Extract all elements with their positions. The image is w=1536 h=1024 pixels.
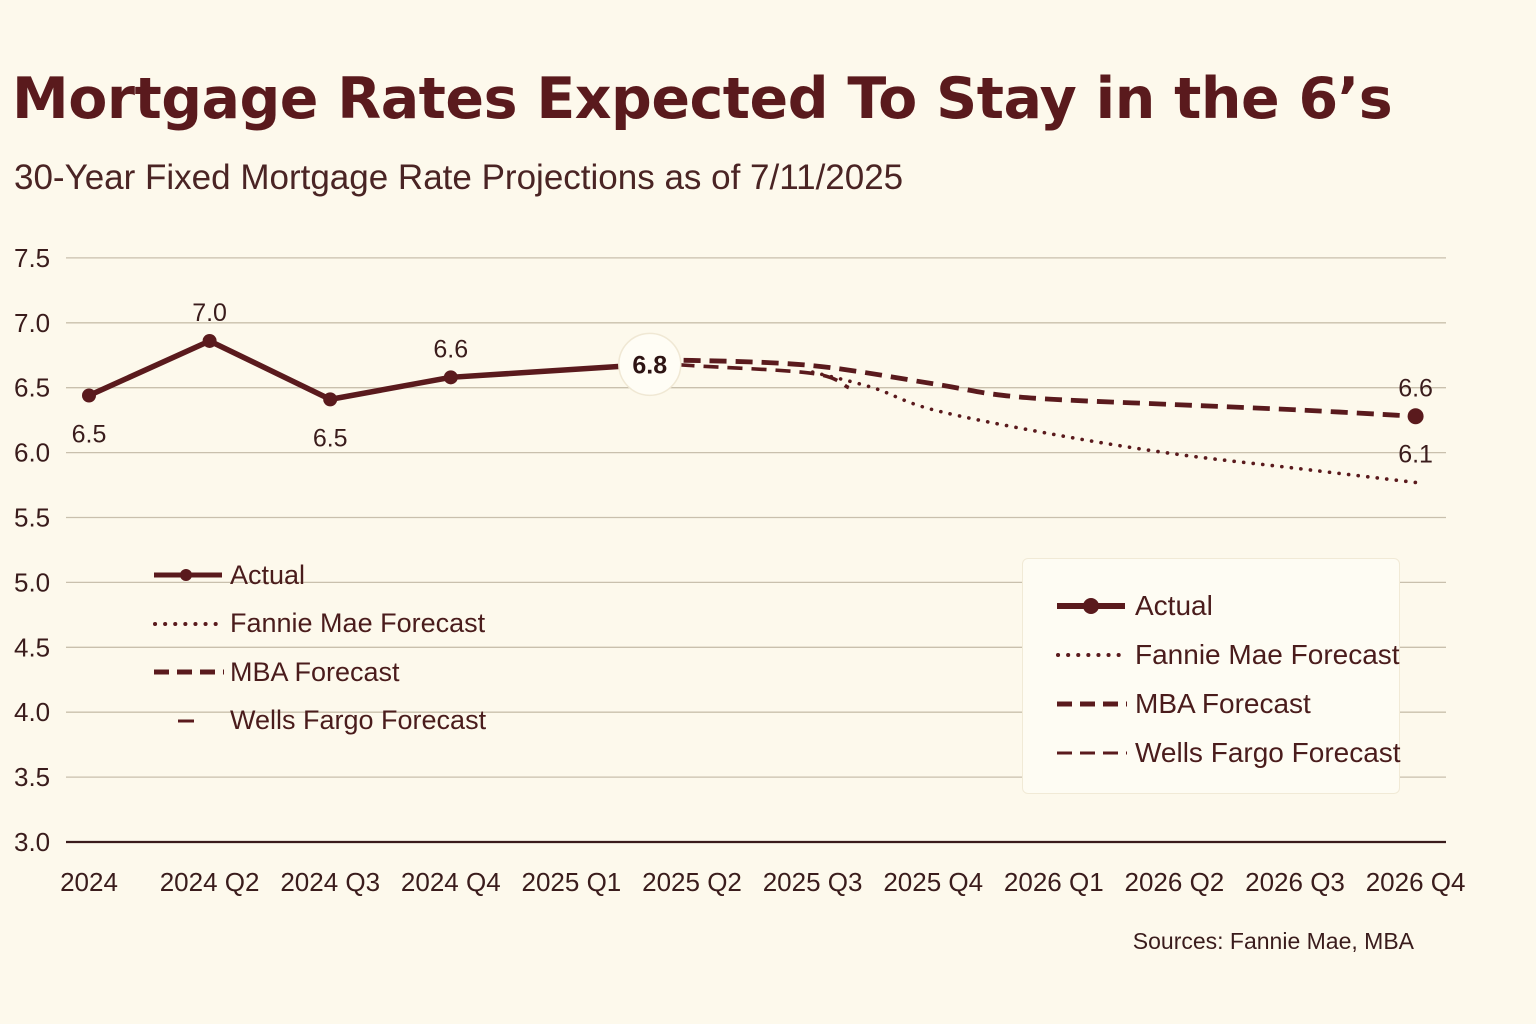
legend-item-wells-fargo: Wells Fargo Forecast	[1055, 728, 1401, 777]
legend-swatch-fannie-mae	[152, 614, 230, 634]
y-tick-label: 7.0	[14, 308, 50, 338]
data-point-actual	[202, 333, 217, 348]
x-tick-label: 2024 Q2	[160, 867, 260, 897]
legend-label-actual: Actual	[230, 559, 306, 590]
legend-label-fannie-mae: Fannie Mae Forecast	[230, 608, 486, 639]
y-tick-label: 7.5	[14, 243, 50, 273]
legend-label-fannie-mae: Fannie Mae Forecast	[1135, 638, 1400, 670]
y-tick-label: 4.5	[14, 632, 50, 662]
data-label: 6.1	[1398, 440, 1433, 468]
data-label: 6.6	[1398, 374, 1433, 402]
data-labels: 6.5 7.0 6.5 6.6 6.8 6.6 6.1	[72, 299, 1433, 468]
legend-label-wells-fargo: Wells Fargo Forecast	[1135, 736, 1401, 768]
x-tick-label: 2026 Q2	[1125, 867, 1225, 897]
legend-item-mba: MBA Forecast	[1055, 679, 1399, 728]
legend-item-wells-fargo: Wells Fargo Forecast	[152, 697, 486, 746]
data-point-actual	[323, 392, 338, 407]
data-label: 6.5	[72, 420, 107, 448]
data-point-actual	[82, 388, 96, 403]
y-tick-label: 6.0	[14, 438, 50, 468]
series-line-fannie-mae-forecast	[810, 370, 1418, 485]
data-label: 6.6	[433, 335, 468, 363]
y-tick-label: 4.0	[14, 697, 50, 727]
x-axis-ticks: 2024 2024 Q2 2024 Q3 2024 Q4 2025 Q1 2025 Q2 2…	[60, 867, 1465, 897]
legend-swatch-mba	[1055, 693, 1135, 715]
chart-subtitle: 30-Year Fixed Mortgage Rate Projections …	[14, 158, 904, 197]
x-tick-label: 2024 Q4	[401, 867, 501, 897]
data-label: 6.8	[632, 351, 667, 379]
legend-swatch-wells-fargo	[1055, 742, 1135, 764]
source-note: Sources: Fannie Mae, MBA	[1132, 928, 1414, 954]
y-axis-ticks: 3.0 3.5 4.0 4.5 5.0 5.5 6.0 6.5 7.0 7.5	[14, 243, 50, 857]
series-line-actual	[86, 338, 635, 403]
data-label: 7.0	[192, 299, 227, 327]
legend-item-fannie-mae: Fannie Mae Forecast	[152, 600, 486, 649]
legend-swatch-actual	[1055, 595, 1135, 617]
legend-label-wells-fargo: Wells Fargo Forecast	[230, 705, 487, 736]
legend-item-actual: Actual	[152, 551, 486, 600]
y-tick-label: 3.0	[14, 827, 50, 857]
x-tick-label: 2025 Q2	[642, 867, 742, 897]
legend-swatch-actual	[152, 565, 230, 585]
x-tick-label: 2026 Q4	[1366, 867, 1466, 897]
y-tick-label: 6.5	[14, 373, 50, 403]
legend-swatch-wells-fargo	[152, 711, 230, 731]
legend-item-fannie-mae: Fannie Mae Forecast	[1055, 630, 1400, 679]
legend-label-mba: MBA Forecast	[1135, 687, 1311, 719]
x-tick-label: 2026 Q3	[1245, 867, 1345, 897]
x-tick-label: 2024	[60, 867, 118, 897]
series-line-mba-forecast	[631, 357, 1416, 419]
x-tick-label: 2025 Q1	[522, 867, 622, 897]
legend-swatch-fannie-mae	[1055, 644, 1135, 666]
callout-bubble	[618, 332, 682, 397]
y-tick-label: 5.0	[14, 567, 50, 597]
legend-swatch-mba	[152, 662, 230, 682]
legend-item-mba: MBA Forecast	[152, 648, 486, 697]
x-tick-label: 2024 Q3	[280, 867, 380, 897]
series-lines	[82, 333, 1424, 485]
legend-item-actual: Actual	[1055, 581, 1399, 630]
legend-label-actual: Actual	[1135, 589, 1213, 621]
x-tick-label: 2025 Q3	[763, 867, 863, 897]
legend-label-mba: MBA Forecast	[230, 656, 400, 687]
data-label: 6.5	[313, 424, 348, 452]
legend-left: Actual Fannie Mae Forecast MBA Forecast …	[152, 551, 486, 745]
y-tick-label: 3.5	[14, 762, 50, 792]
x-tick-label: 2025 Q4	[883, 867, 983, 897]
legend-right: Actual Fannie Mae Forecast MBA Forecast …	[1022, 558, 1401, 794]
data-point-actual	[443, 370, 458, 385]
x-tick-label: 2026 Q1	[1004, 867, 1104, 897]
chart-title: Mortgage Rates Expected To Stay in the 6…	[12, 66, 1393, 132]
data-point-mba-forecast	[1407, 408, 1424, 425]
y-tick-label: 5.5	[14, 503, 50, 533]
